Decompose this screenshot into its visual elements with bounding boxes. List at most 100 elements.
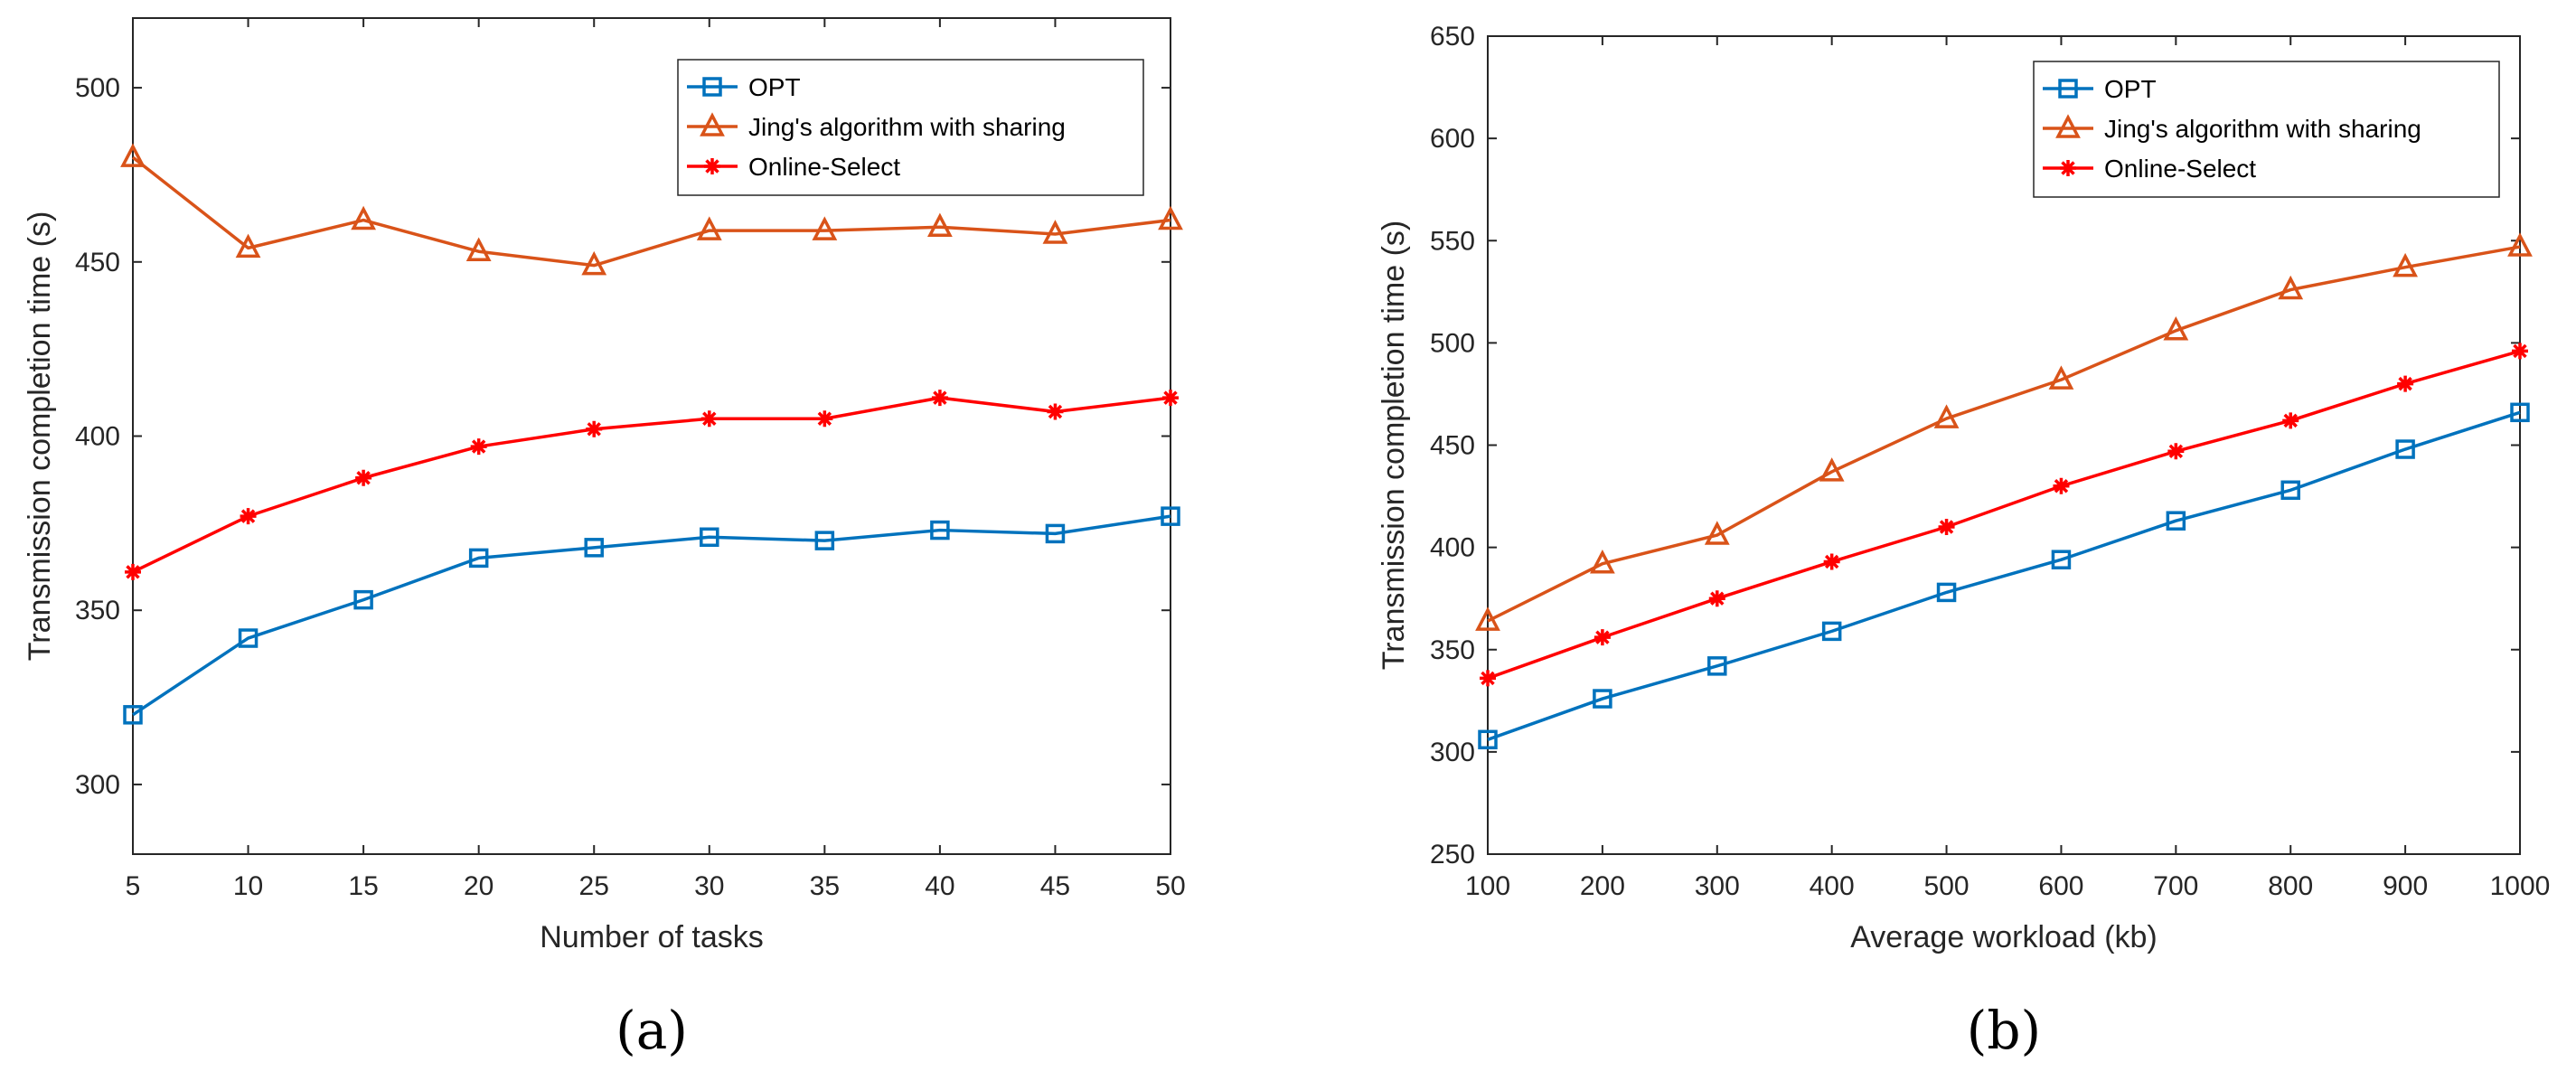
data-point-opt-a-15 — [353, 589, 373, 610]
data-point-online-select-b-1000 — [2512, 343, 2528, 360]
y-tick-label-b-650: 650 — [1430, 22, 1475, 52]
y-tick-label-b-500: 500 — [1430, 328, 1475, 358]
data-point-online-select-b-300 — [1708, 590, 1725, 607]
x-axis-label-a: Number of tasks — [540, 920, 764, 954]
data-point-opt-a-50 — [1161, 506, 1180, 526]
x-tick-label-a-25: 25 — [579, 871, 609, 901]
x-axis-label-b: Average workload (kb) — [1850, 920, 2158, 954]
y-tick-label-b-600: 600 — [1430, 124, 1475, 154]
data-point-online-select-b-500 — [1938, 519, 1955, 535]
data-point-opt-a-5 — [123, 705, 143, 725]
data-point-opt-b-700 — [2166, 511, 2186, 531]
data-point-opt-a-10 — [238, 628, 259, 648]
legend-label-opt-b: OPT — [2104, 75, 2157, 103]
y-tick-label-a-500: 500 — [75, 73, 120, 103]
y-tick-label-b-350: 350 — [1430, 635, 1475, 665]
x-tick-label-a-50: 50 — [1155, 871, 1185, 901]
x-tick-label-b-100: 100 — [1465, 871, 1510, 901]
data-point-jing-s-algorithm-with-sharing-a-5 — [120, 143, 146, 167]
series-line-online-select-b — [1487, 349, 2521, 681]
data-point-online-select-a-15 — [355, 469, 372, 486]
data-point-jing-s-algorithm-with-sharing-b-500 — [1933, 404, 1960, 428]
x-tick-label-b-500: 500 — [1924, 871, 1970, 901]
y-tick-label-a-400: 400 — [75, 422, 120, 452]
y-tick-label-a-300: 300 — [75, 770, 120, 800]
data-point-online-select-b-400 — [1823, 553, 1840, 570]
caption-b: (b) — [1967, 1000, 2041, 1061]
data-point-jing-s-algorithm-with-sharing-a-35 — [812, 216, 838, 240]
series-line-online-select-a — [132, 396, 1171, 574]
legend-marker-opt-b — [2058, 79, 2078, 99]
data-point-opt-a-30 — [700, 527, 719, 548]
data-point-online-select-a-50 — [1162, 390, 1179, 407]
series-line-jing-s-algorithm-with-sharing-b — [1487, 245, 2521, 623]
data-point-online-select-a-40 — [931, 390, 948, 407]
chart-a: 5 10 15 20 25 30 35 40 45 50 300 350 400 450 500 Number… — [23, 17, 1186, 1061]
legend-marker-jing-s-algorithm-with-sharing-b — [2055, 114, 2081, 138]
data-point-jing-s-algorithm-with-sharing-b-700 — [2163, 316, 2189, 341]
series-line-opt-b — [1487, 410, 2521, 741]
legend-label-opt-a: OPT — [748, 73, 801, 101]
legend-label-jing-s-algorithm-with-sharing-b: Jing's algorithm with sharing — [2104, 115, 2421, 143]
data-point-opt-b-300 — [1707, 656, 1727, 676]
series-online-select-a — [125, 390, 1179, 580]
data-point-jing-s-algorithm-with-sharing-a-15 — [351, 205, 377, 230]
legend-marker-online-select-a — [704, 158, 720, 174]
caption-a: (a) — [616, 1000, 688, 1061]
legend-box-b — [2033, 61, 2500, 198]
series-line-opt-a — [132, 514, 1171, 717]
series-opt-b — [1478, 402, 2530, 750]
x-tick-label-a-5: 5 — [126, 871, 141, 901]
data-point-jing-s-algorithm-with-sharing-a-20 — [465, 237, 492, 261]
data-point-opt-b-400 — [1821, 621, 1842, 642]
data-point-online-select-b-600 — [2053, 477, 2070, 494]
data-point-opt-b-1000 — [2510, 402, 2530, 423]
legend-label-jing-s-algorithm-with-sharing-a: Jing's algorithm with sharing — [748, 113, 1066, 141]
chart-b: 100 200 300 400 500 600 700 800 900 1000 250 300 350… — [1377, 22, 2550, 1061]
data-point-jing-s-algorithm-with-sharing-a-45 — [1042, 220, 1068, 244]
data-point-opt-a-40 — [930, 520, 950, 540]
data-point-online-select-b-100 — [1480, 670, 1496, 687]
y-tick-label-b-250: 250 — [1430, 840, 1475, 870]
data-point-jing-s-algorithm-with-sharing-a-30 — [696, 216, 722, 240]
y-tick-label-a-450: 450 — [75, 248, 120, 277]
data-point-opt-b-800 — [2280, 480, 2300, 501]
legend-label-online-select-b: Online-Select — [2104, 155, 2256, 183]
data-point-opt-a-35 — [814, 531, 835, 550]
data-point-jing-s-algorithm-with-sharing-b-600 — [2048, 365, 2074, 390]
data-point-jing-s-algorithm-with-sharing-a-10 — [235, 233, 261, 258]
data-point-opt-b-500 — [1936, 582, 1957, 603]
x-tick-label-b-800: 800 — [2268, 871, 2313, 901]
y-tick-label-b-300: 300 — [1430, 738, 1475, 767]
series-online-select-b — [1480, 343, 2528, 687]
legend-marker-jing-s-algorithm-with-sharing-a — [700, 112, 725, 136]
data-point-opt-b-100 — [1478, 729, 1498, 750]
y-axis-label-b: Transmission completion time (s) — [1377, 221, 1411, 671]
data-point-jing-s-algorithm-with-sharing-b-100 — [1475, 606, 1500, 631]
y-tick-label-a-350: 350 — [75, 596, 120, 625]
series-jing-s-algorithm-with-sharing-a — [120, 143, 1183, 276]
legend-marker-opt-a — [702, 77, 722, 97]
series-line-jing-s-algorithm-with-sharing-a — [131, 155, 1171, 268]
data-point-jing-s-algorithm-with-sharing-b-300 — [1704, 521, 1730, 545]
legend-marker-online-select-b — [2060, 160, 2076, 176]
legend-a: OPT Jing's algorithm with sharing Online-S… — [677, 59, 1144, 196]
x-tick-label-a-30: 30 — [694, 871, 724, 901]
data-point-opt-b-900 — [2395, 439, 2415, 459]
x-tick-label-b-200: 200 — [1580, 871, 1625, 901]
data-point-online-select-b-900 — [2397, 375, 2414, 392]
data-point-opt-b-600 — [2051, 550, 2072, 569]
data-point-online-select-b-200 — [1594, 629, 1611, 646]
x-tick-label-b-600: 600 — [2038, 871, 2083, 901]
x-tick-label-a-45: 45 — [1040, 871, 1070, 901]
data-point-online-select-b-700 — [2167, 443, 2185, 460]
x-tick-label-a-15: 15 — [348, 871, 378, 901]
series-jing-s-algorithm-with-sharing-b — [1475, 232, 2533, 631]
x-tick-label-b-900: 900 — [2383, 871, 2428, 901]
x-tick-label-b-700: 700 — [2153, 871, 2198, 901]
y-tick-label-b-450: 450 — [1430, 431, 1475, 461]
data-point-jing-s-algorithm-with-sharing-a-25 — [581, 250, 607, 276]
y-tick-label-b-400: 400 — [1430, 533, 1475, 563]
x-tick-label-b-400: 400 — [1810, 871, 1855, 901]
